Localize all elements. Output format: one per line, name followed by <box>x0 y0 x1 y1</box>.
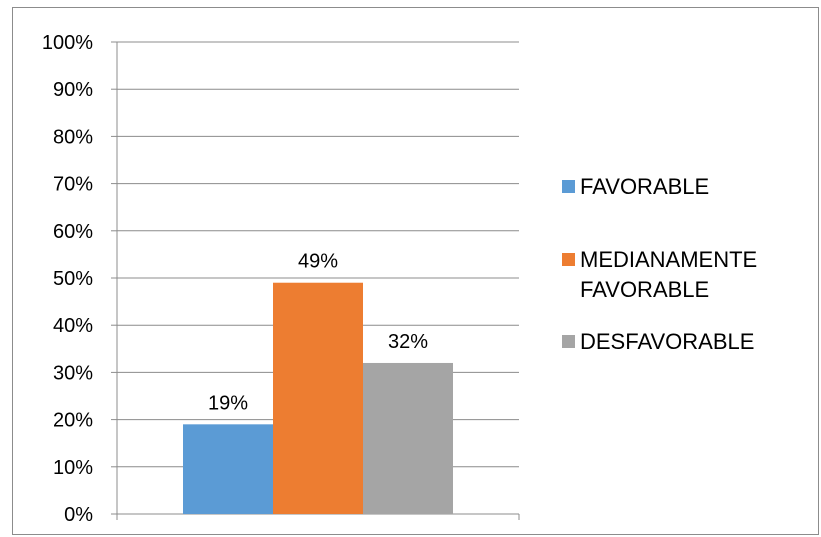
legend: FAVORABLE MEDIANAMENTE FAVORABLE DESFAVORAB… <box>562 174 757 354</box>
y-tick-label: 50% <box>53 268 93 290</box>
data-label: 32% <box>388 331 428 353</box>
y-tick-label: 40% <box>53 315 93 337</box>
legend-label: FAVORABLE <box>580 174 709 199</box>
data-label: 49% <box>298 251 338 273</box>
legend-swatch <box>562 180 575 193</box>
legend-swatch <box>562 253 575 266</box>
bar-favorable <box>183 424 273 514</box>
bar-medianamente-favorable <box>273 282 363 514</box>
y-axis-ticks: 0% 10% 20% 30% 40% 50% 60% 70% 80% 90% 100% <box>42 32 93 526</box>
y-tick-label: 70% <box>53 174 93 196</box>
legend-label: MEDIANAMENTE FAVORABLE <box>580 247 757 302</box>
y-tick-label: 100% <box>42 32 93 54</box>
y-tick-label: 90% <box>53 79 93 101</box>
y-tick-label: 30% <box>53 362 93 384</box>
data-label: 19% <box>208 392 248 414</box>
bars <box>183 282 453 514</box>
legend-label: DESFAVORABLE <box>580 329 754 354</box>
y-tick-label: 60% <box>53 221 93 243</box>
bar-desfavorable <box>363 362 453 514</box>
legend-swatch <box>562 335 575 348</box>
y-tick-label: 10% <box>53 457 93 479</box>
y-tick-label: 80% <box>53 126 93 148</box>
y-tick-label: 20% <box>53 410 93 432</box>
data-labels: 19% 49% 32% <box>208 251 428 415</box>
y-tick-label: 0% <box>64 504 93 526</box>
